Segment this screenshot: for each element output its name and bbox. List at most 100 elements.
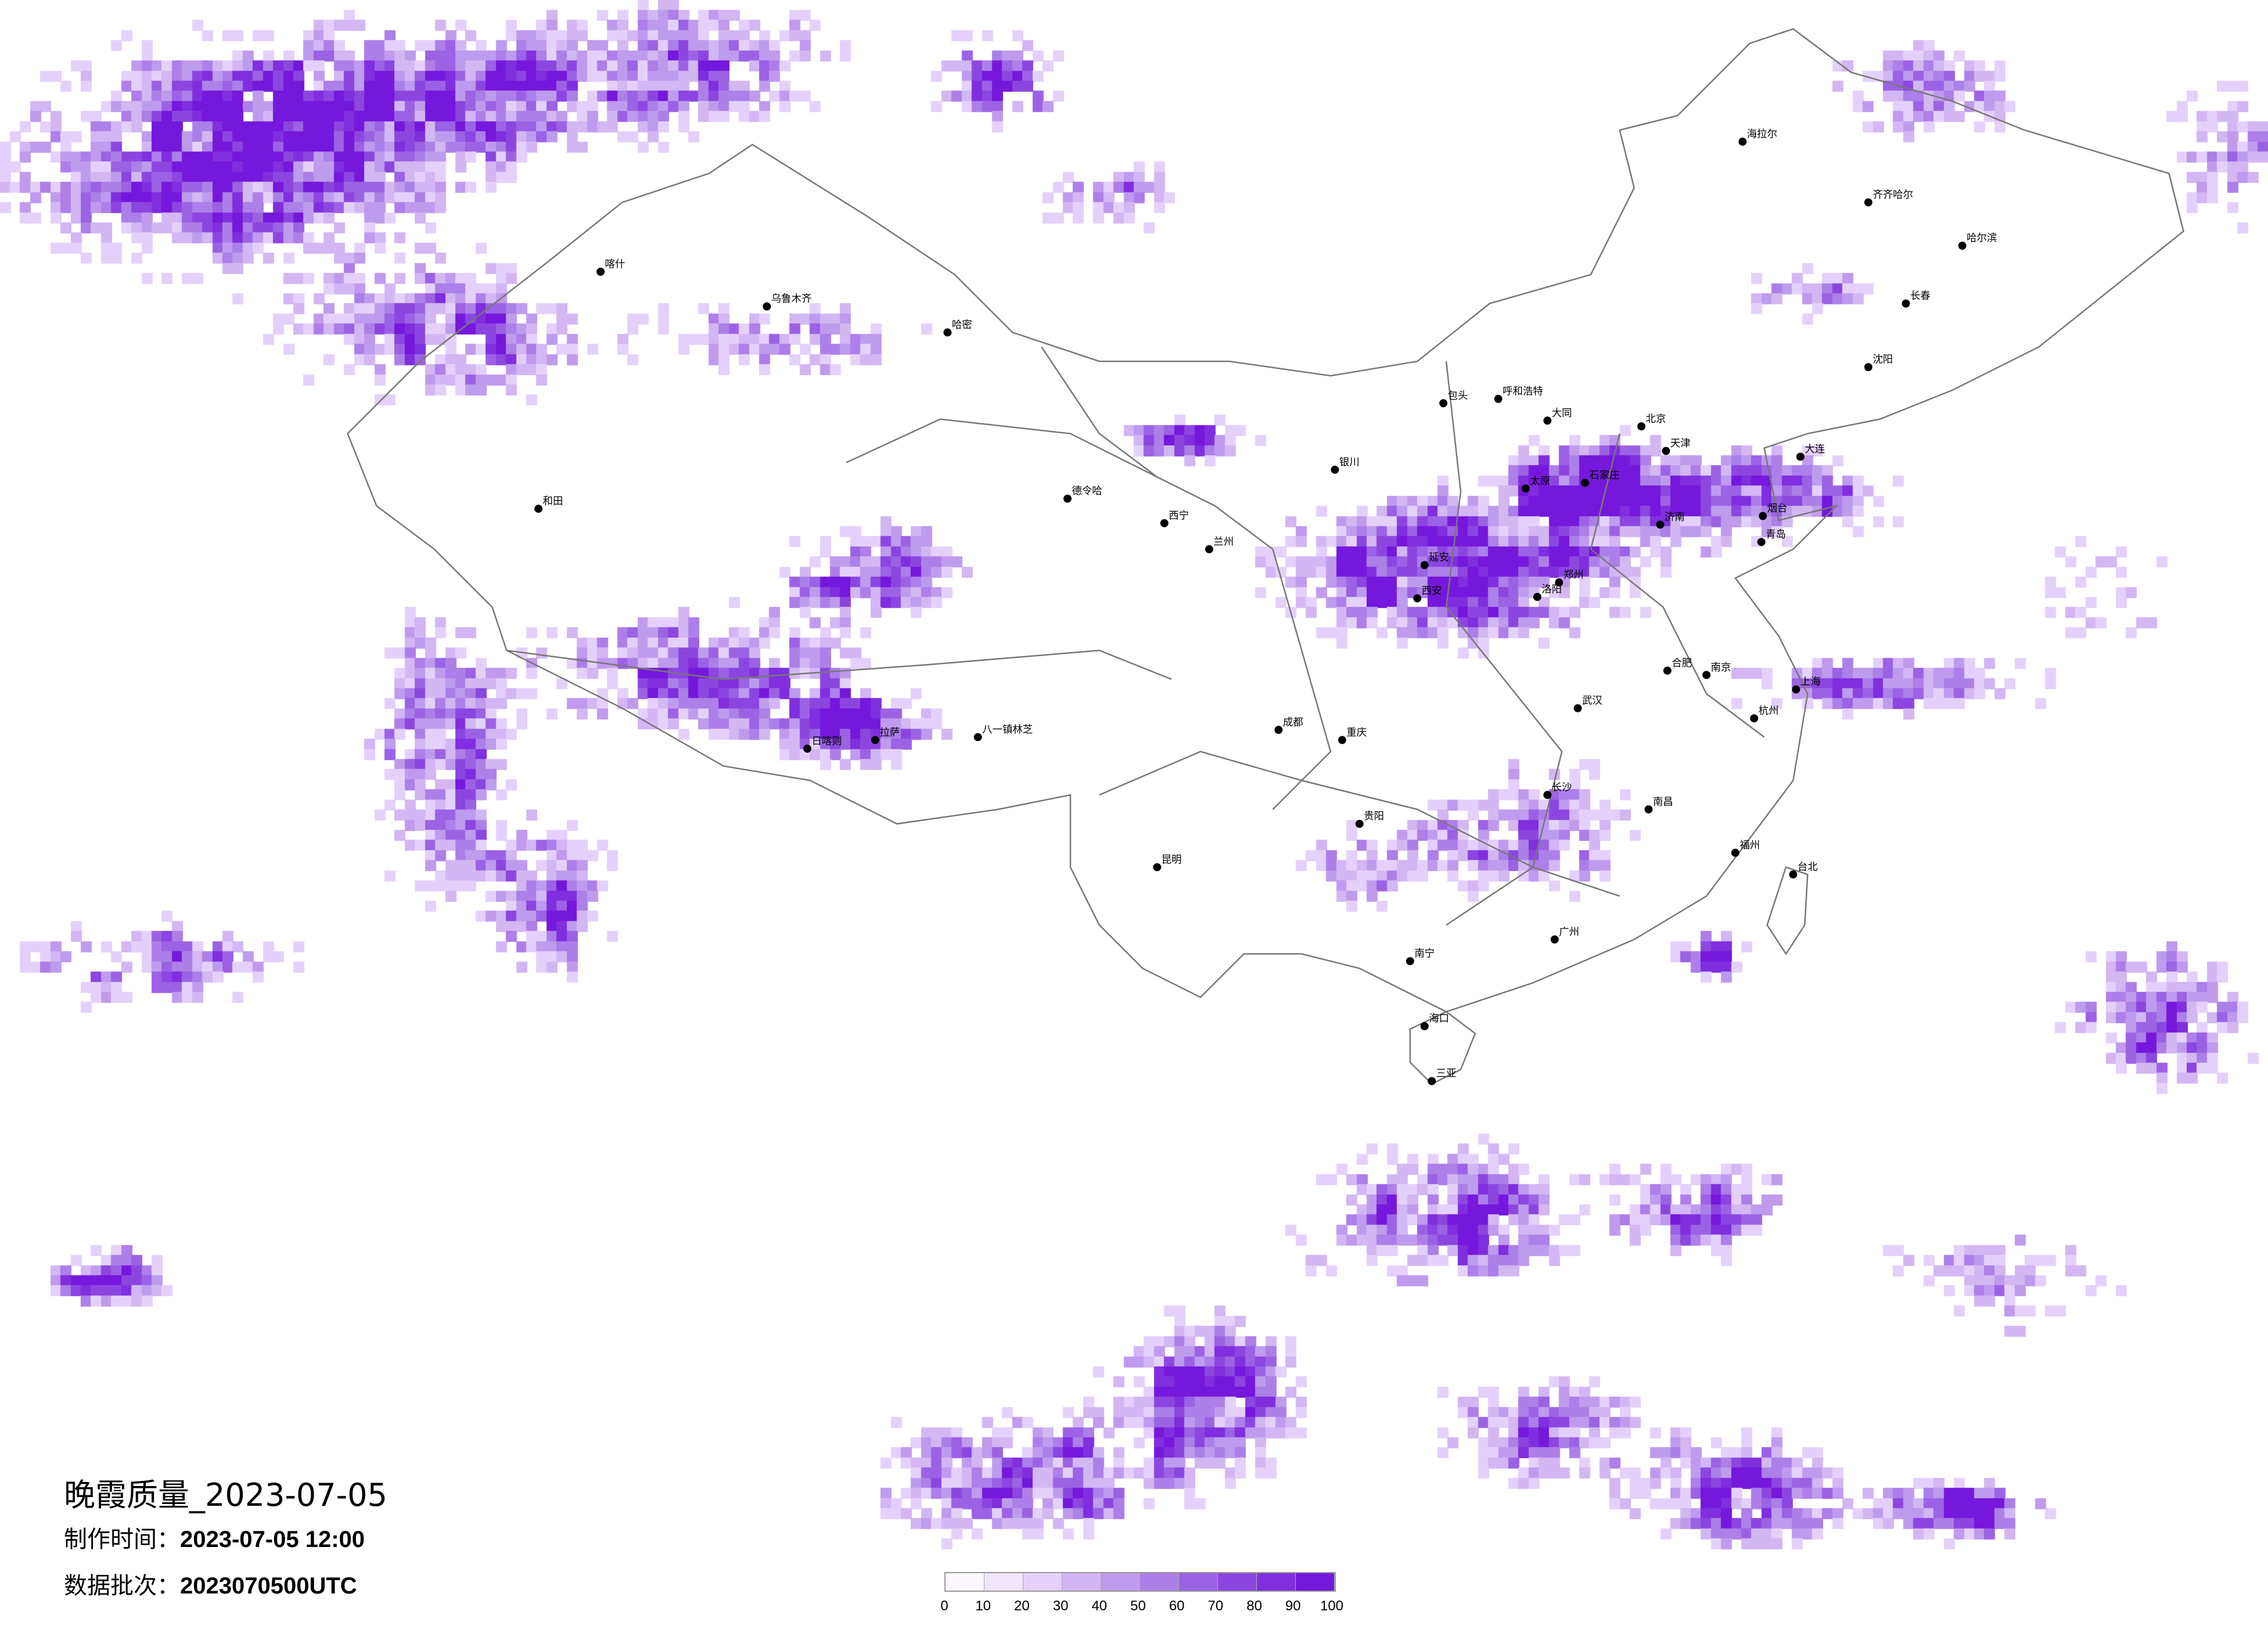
city-label: 乌鲁木齐: [771, 293, 812, 305]
city-label: 沈阳: [1872, 354, 1893, 366]
province-boundary: [506, 649, 1172, 681]
legend-tick: 10: [975, 1598, 991, 1614]
city-label: 天津: [1670, 438, 1691, 449]
city-dot: [803, 744, 811, 753]
city-marker: 太原: [1522, 476, 1550, 493]
city-dot: [1063, 494, 1072, 503]
city-label: 大同: [1552, 408, 1572, 419]
city-marker: 西安: [1413, 585, 1442, 603]
city-marker: 南昌: [1644, 796, 1673, 814]
city-marker: 喀什: [596, 258, 626, 276]
city-dot: [1522, 484, 1530, 493]
city-marker: 成都: [1274, 717, 1303, 734]
city-marker: 青岛: [1757, 529, 1786, 546]
legend-swatch: [1062, 1573, 1101, 1591]
city-dot: [1958, 242, 1967, 250]
city-label: 上海: [1800, 677, 1821, 688]
city-dot: [1796, 452, 1805, 461]
city-marker: 天津: [1662, 438, 1691, 455]
map-title: 晚霞质量_2023-07-05: [64, 1477, 387, 1513]
province-boundary: [1590, 433, 1765, 738]
city-marker: 包头: [1439, 390, 1468, 408]
city-dot: [534, 505, 543, 513]
legend-tick: 100: [1320, 1598, 1344, 1614]
city-label: 和田: [543, 496, 563, 508]
city-marker: 和田: [534, 496, 563, 513]
city-label: 北京: [1646, 413, 1666, 425]
city-marker: 延安: [1420, 552, 1449, 570]
city-dot: [1864, 363, 1872, 372]
legend-tick: 30: [1052, 1598, 1069, 1614]
city-marker: 福州: [1731, 840, 1760, 857]
city-label: 海口: [1429, 1013, 1449, 1025]
legend-tick: 20: [1014, 1598, 1030, 1614]
city-dot: [1750, 714, 1759, 722]
city-dot: [1420, 561, 1429, 570]
city-label: 武汉: [1582, 695, 1602, 707]
city-label: 南宁: [1414, 948, 1435, 960]
city-marker: 武汉: [1573, 695, 1602, 713]
city-marker: 西宁: [1160, 510, 1189, 527]
city-dot: [1789, 870, 1798, 879]
city-marker: 哈密: [943, 319, 972, 337]
city-label: 烟台: [1767, 503, 1788, 515]
city-marker: 乌鲁木齐: [763, 293, 812, 311]
city-label: 日喀则: [811, 736, 842, 747]
city-label: 拉萨: [879, 727, 900, 739]
city-label: 西安: [1422, 585, 1442, 597]
city-dot: [1550, 935, 1559, 944]
legend-tick-labels: 0 10 20 30 40 50 60 70 80 90 100: [933, 1598, 1351, 1621]
city-label: 青岛: [1766, 529, 1786, 541]
city-marker: 大同: [1543, 408, 1572, 425]
city-marker: 德令哈: [1063, 485, 1102, 503]
city-label: 八一镇林芝: [982, 724, 1033, 736]
city-label: 德令哈: [1072, 485, 1102, 497]
city-label: 包头: [1448, 390, 1468, 402]
country-boundary: [347, 28, 2184, 1013]
legend-swatch: [1296, 1573, 1335, 1591]
city-label: 石家庄: [1590, 470, 1620, 481]
city-marker: 八一镇林芝: [973, 724, 1033, 742]
city-dot: [1338, 736, 1346, 744]
city-marker: 上海: [1792, 677, 1821, 694]
city-marker: 齐齐哈尔: [1864, 189, 1913, 207]
province-boundary: [1041, 346, 1158, 478]
city-dot: [1757, 538, 1766, 546]
city-marker: 拉萨: [871, 727, 900, 744]
city-dot: [1428, 1077, 1436, 1085]
legend-tick: 80: [1246, 1598, 1262, 1614]
city-label: 广州: [1559, 926, 1579, 938]
city-marker: 重庆: [1338, 727, 1367, 744]
city-dot: [1543, 790, 1552, 799]
city-dot: [1420, 1022, 1429, 1031]
city-dot: [1205, 545, 1213, 553]
city-marker: 三亚: [1428, 1068, 1456, 1085]
province-boundary: [1099, 750, 1620, 897]
city-label: 贵阳: [1364, 811, 1384, 822]
legend-swatch: [1218, 1573, 1257, 1591]
legend-tick: 70: [1207, 1598, 1224, 1614]
city-dot: [1160, 519, 1169, 527]
city-marker: 台北: [1789, 861, 1818, 879]
city-dot: [1543, 416, 1552, 425]
city-dot: [1573, 704, 1582, 713]
city-marker: 郑州: [1555, 570, 1584, 587]
city-marker: 兰州: [1205, 536, 1234, 553]
city-label: 大连: [1805, 444, 1825, 455]
city-label: 延安: [1429, 552, 1449, 564]
city-marker: 呼和浩特: [1494, 386, 1543, 403]
city-label: 喀什: [605, 258, 626, 270]
city-marker: 南宁: [1406, 948, 1435, 966]
made-time-label: 制作时间：: [64, 1526, 180, 1553]
city-label: 哈尔滨: [1967, 233, 1997, 244]
city-label: 长春: [1910, 290, 1931, 302]
city-label: 福州: [1739, 840, 1760, 851]
city-dot: [1702, 671, 1711, 679]
city-label: 成都: [1283, 717, 1303, 728]
city-dot: [1644, 805, 1653, 814]
city-label: 三亚: [1436, 1068, 1457, 1080]
city-dot: [1153, 863, 1162, 872]
